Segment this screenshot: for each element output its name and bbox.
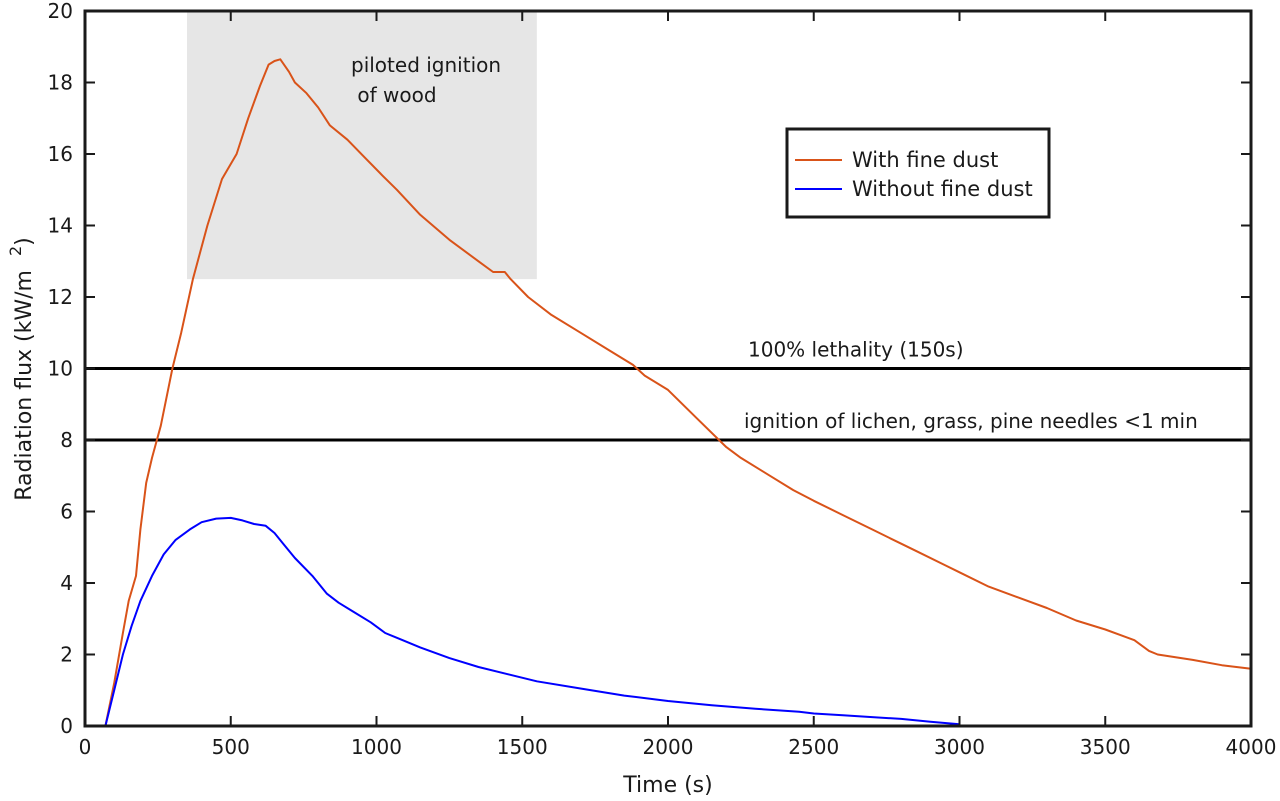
shaded-region-label-line: of wood [351,83,437,107]
shaded-region-label-line: piloted ignition [351,53,501,77]
x-axis-ticks: 0 500 1000 1500 2000 2500 3000 3500 4000 [79,11,1277,759]
threshold-label: 100% lethality (150s) [748,338,964,362]
x-tick-label: 1000 [351,735,402,759]
threshold-lines: 100% lethality (150s) ignition of lichen,… [85,338,1251,442]
y-axis-label-group: Radiation flux (kW/m 2) [6,237,37,501]
y-tick-label: 8 [60,428,73,452]
y-tick-label: 12 [48,285,73,309]
x-tick-label: 0 [79,735,92,759]
x-tick-label: 2000 [643,735,694,759]
y-tick-label: 16 [48,142,73,166]
x-tick-label: 3000 [934,735,985,759]
series-lines [104,58,1252,727]
threshold-label: ignition of lichen, grass, pine needles … [744,409,1198,433]
x-tick-label: 3500 [1080,735,1131,759]
x-axis-label: Time (s) [622,773,712,798]
y-tick-label: 0 [60,714,73,738]
x-tick-label: 1500 [497,735,548,759]
series-line-0 [104,58,1252,727]
y-tick-label: 18 [48,71,73,95]
y-axis-ticks: 0 2 4 6 8 10 12 14 16 18 20 [48,0,1251,738]
y-axis-label: Radiation flux (kW/m 2) [6,237,37,501]
y-axis-label-close: ) [12,237,37,246]
legend-box [785,127,1051,219]
legend: With fine dust Without fine dust [785,127,1051,219]
y-tick-label: 4 [60,571,73,595]
y-tick-label: 2 [60,643,73,667]
x-tick-label: 2500 [788,735,839,759]
y-axis-label-exponent: 2 [6,246,25,256]
legend-label-without-fine-dust: Without fine dust [852,177,1033,201]
x-tick-label: 4000 [1226,735,1277,759]
y-tick-label: 6 [60,500,73,524]
x-tick-label: 500 [212,735,250,759]
y-axis-label-main: Radiation flux (kW/m [12,270,37,501]
shaded-region-label-text: piloted ignition of wood [351,53,501,107]
legend-label-with-fine-dust: With fine dust [852,148,998,172]
y-tick-label: 20 [48,0,73,23]
shaded-region [187,11,537,280]
shaded-region-label: piloted ignition of wood [351,53,501,107]
series-line-1 [104,516,960,727]
y-tick-label: 14 [48,214,73,238]
y-tick-label: 10 [48,357,73,381]
